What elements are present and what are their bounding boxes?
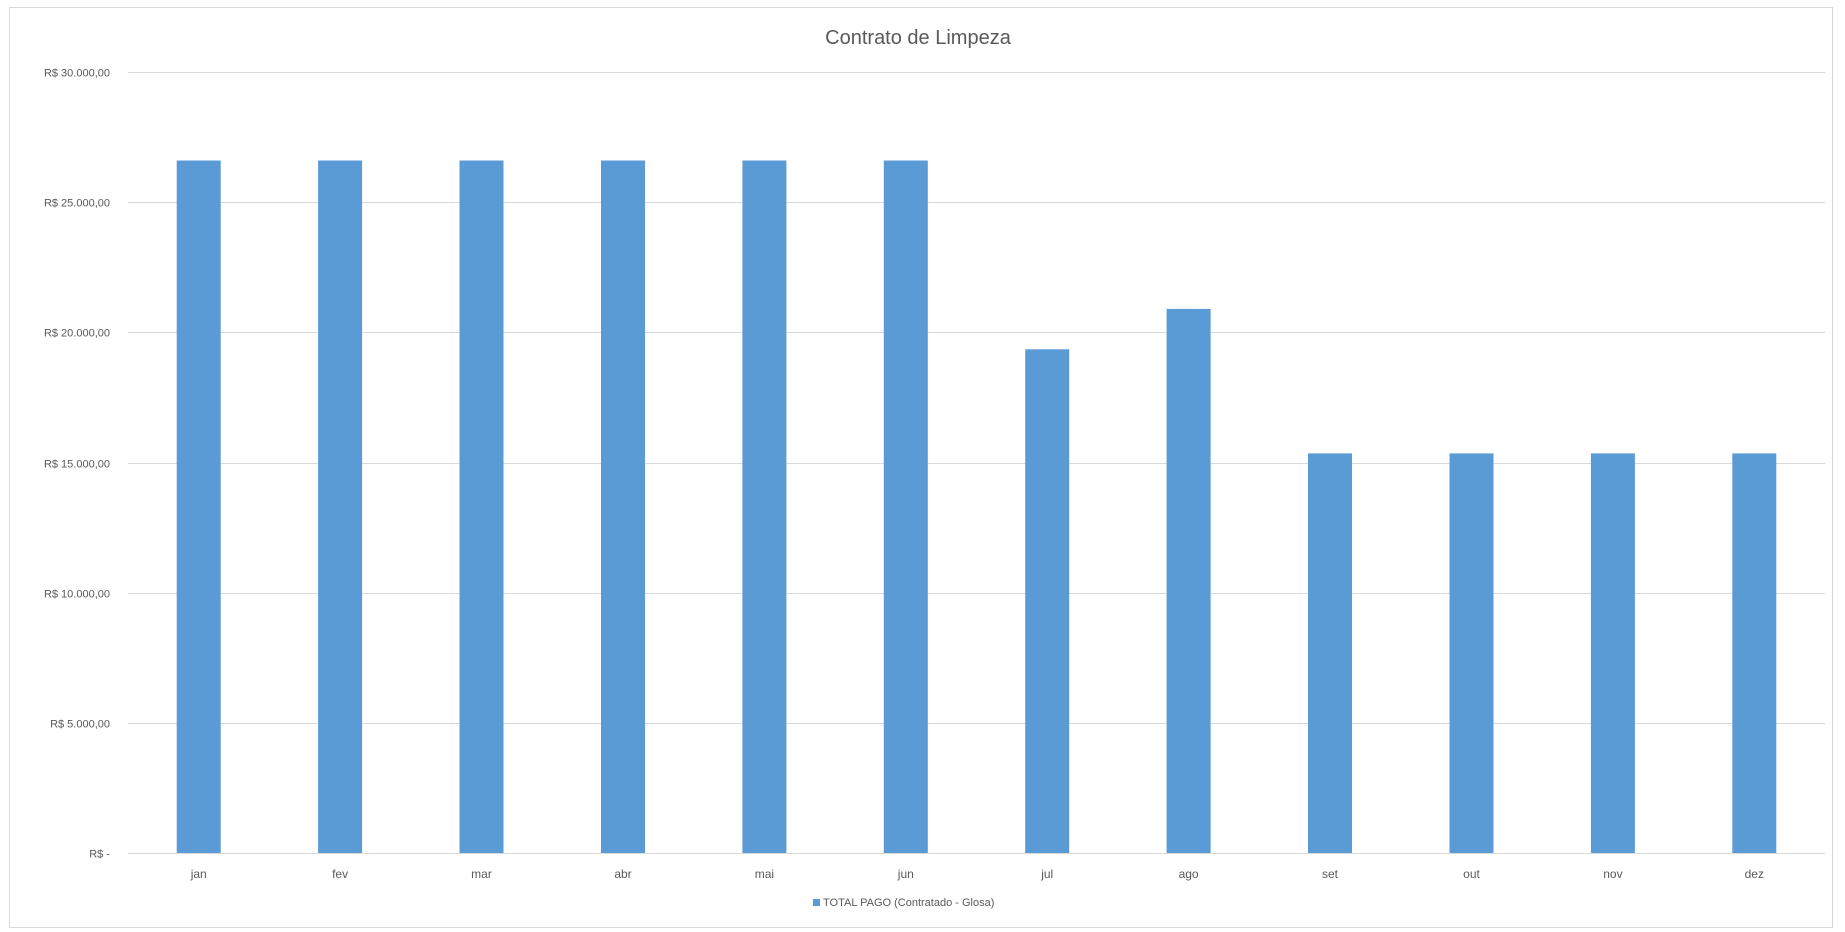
x-tick-label: ago [1179, 867, 1199, 881]
legend-label: TOTAL PAGO (Contratado - Glosa) [823, 897, 994, 909]
bar-jun [883, 160, 928, 853]
y-tick-label: R$ 5.000,00 [50, 719, 110, 731]
bar-nov [1590, 453, 1635, 853]
chart-title: Contrato de Limpeza [825, 27, 1012, 49]
bar-jan [176, 160, 221, 853]
y-tick-label: R$ 30.000,00 [44, 68, 110, 80]
y-axis-ticks: R$ - R$ 5.000,00 R$ 10.000,00 R$ 15.000,00 R… [44, 68, 110, 861]
x-tick-label: jan [190, 867, 207, 881]
x-tick-label: mai [755, 867, 774, 881]
x-axis-ticks: jan fev mar abr mai jun jul ago set out nov dez [190, 867, 1764, 881]
bar-jul [1025, 349, 1070, 853]
x-tick-label: nov [1603, 867, 1622, 881]
legend: TOTAL PAGO (Contratado - Glosa) [813, 897, 994, 909]
bar-abr [601, 160, 645, 853]
y-tick-label: R$ - [89, 849, 110, 861]
x-tick-label: abr [614, 867, 631, 881]
bar-out [1449, 453, 1494, 853]
x-tick-label: fev [332, 867, 348, 881]
y-tick-label: R$ 25.000,00 [44, 198, 110, 210]
x-tick-label: jun [897, 867, 914, 881]
chart-frame: Contrato de Limpeza R$ - R$ 5.000,00 R$ 10… [9, 7, 1833, 928]
bar-fev [318, 160, 363, 853]
y-tick-label: R$ 15.000,00 [44, 459, 110, 471]
bar-mar [459, 160, 504, 853]
x-tick-label: out [1463, 867, 1480, 881]
bar-set [1308, 453, 1352, 853]
bar-chart: Contrato de Limpeza R$ - R$ 5.000,00 R$ 10… [44, 27, 1825, 909]
x-tick-label: jul [1040, 867, 1053, 881]
bar-mai [742, 160, 787, 853]
gridlines [128, 72, 1825, 854]
y-tick-label: R$ 20.000,00 [44, 328, 110, 340]
x-tick-label: set [1322, 867, 1339, 881]
legend-swatch [813, 899, 820, 906]
x-tick-label: dez [1745, 867, 1764, 881]
bars [176, 160, 1777, 853]
y-tick-label: R$ 10.000,00 [44, 589, 110, 601]
bar-ago [1166, 308, 1211, 853]
bar-dez [1732, 453, 1777, 853]
x-tick-label: mar [471, 867, 492, 881]
